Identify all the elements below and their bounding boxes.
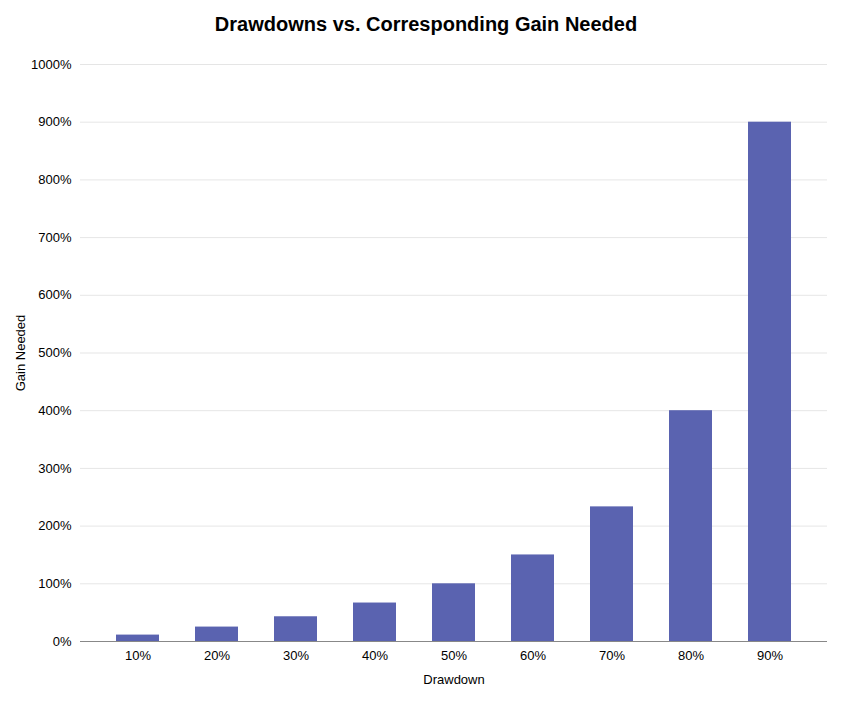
svg-text:1000%: 1000% [31,57,72,72]
svg-text:900%: 900% [38,114,72,129]
svg-text:300%: 300% [38,461,72,476]
svg-text:500%: 500% [38,345,72,360]
svg-text:700%: 700% [38,230,72,245]
svg-text:Drawdown: Drawdown [423,672,484,687]
svg-text:Gain Needed: Gain Needed [13,315,28,392]
svg-text:60%: 60% [520,648,546,663]
svg-text:30%: 30% [283,648,309,663]
svg-text:600%: 600% [38,287,72,302]
svg-text:20%: 20% [204,648,230,663]
svg-text:90%: 90% [757,648,783,663]
svg-text:200%: 200% [38,518,72,533]
svg-text:40%: 40% [362,648,388,663]
svg-text:800%: 800% [38,172,72,187]
svg-text:100%: 100% [38,576,72,591]
svg-text:10%: 10% [125,648,151,663]
svg-text:50%: 50% [441,648,467,663]
svg-text:70%: 70% [599,648,625,663]
svg-text:400%: 400% [38,403,72,418]
html-text:Drawdowns vs. Corresponding Ga: Drawdowns vs. Corresponding Gain Needed [214,13,638,35]
svg-text:80%: 80% [678,648,704,663]
svg-text:0%: 0% [53,634,72,649]
